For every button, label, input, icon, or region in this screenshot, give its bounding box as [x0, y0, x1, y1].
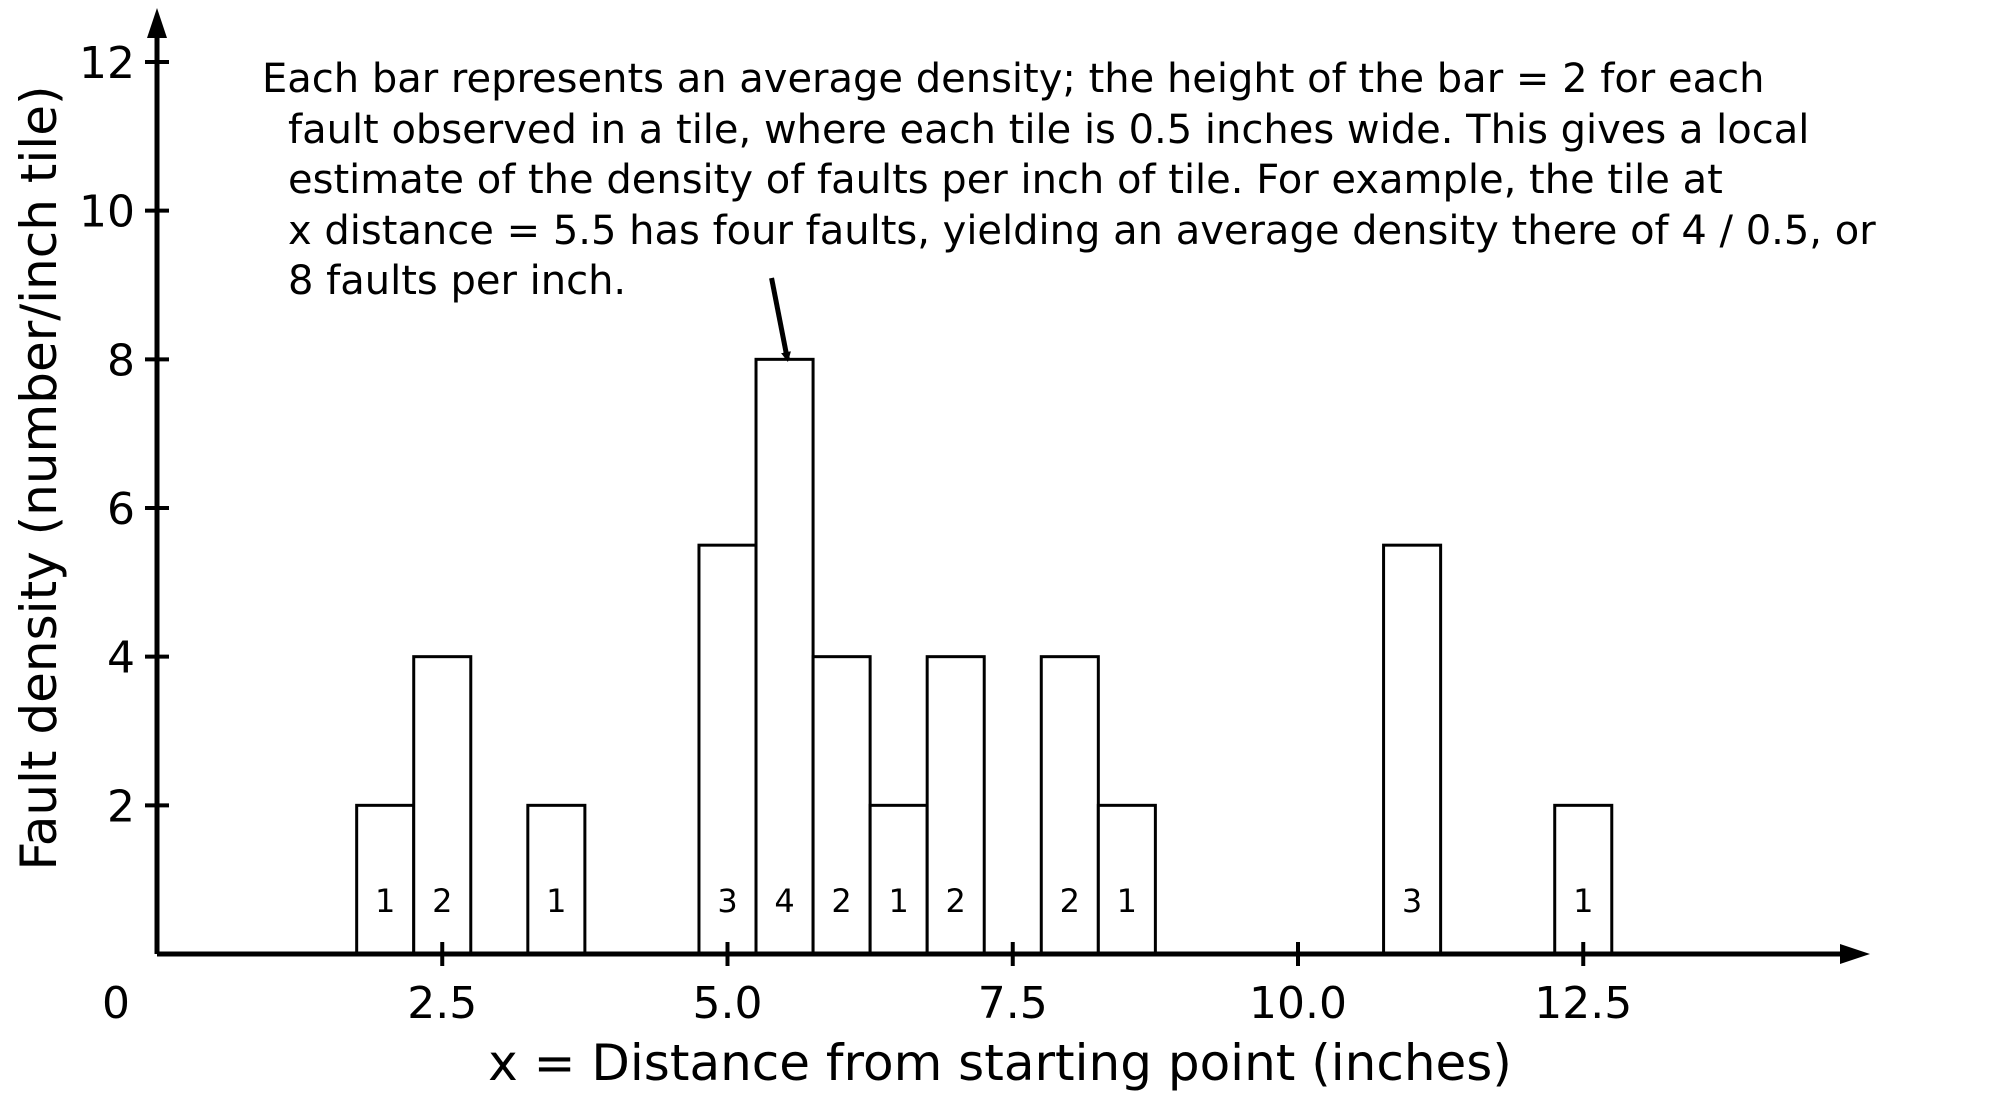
- bar: [1553, 803, 1614, 956]
- annotation-arrow: [769, 277, 791, 362]
- x-tick-label: 10.0: [1249, 978, 1347, 1029]
- x-axis-arrowhead: [1840, 944, 1870, 964]
- y-tick-label: 4: [107, 633, 135, 684]
- annotation-line: 8 faults per inch.: [288, 258, 626, 304]
- bar: [697, 543, 758, 956]
- bar-count-label: 3: [717, 882, 737, 920]
- bar-count-label: 2: [432, 882, 452, 920]
- bar: [868, 803, 929, 956]
- y-tick-label: 6: [107, 484, 135, 535]
- bar: [925, 655, 986, 956]
- bar: [1382, 543, 1443, 956]
- bar-count-label: 2: [946, 882, 966, 920]
- x-axis-title: x = Distance from starting point (inches…: [488, 1034, 1512, 1092]
- bar-count-label: 1: [1573, 882, 1593, 920]
- y-axis-title: Fault density (number/inch tile): [10, 86, 68, 871]
- bar-count-label: 1: [375, 882, 395, 920]
- x-tick-label: 12.5: [1534, 978, 1632, 1029]
- y-ticks: 2 4 6 8 10 12: [79, 38, 169, 832]
- bar: [754, 357, 815, 956]
- y-tick-label: 12: [79, 38, 135, 89]
- annotation-line: x distance = 5.5 has four faults, yieldi…: [288, 208, 1876, 254]
- annotation-line: fault observed in a tile, where each til…: [288, 107, 1809, 153]
- x-tick-label: 5.0: [693, 978, 763, 1029]
- bar-count-label: 3: [1402, 882, 1422, 920]
- y-tick-label: 8: [107, 335, 135, 386]
- bar-count-label: 1: [1117, 882, 1137, 920]
- origin-label: 0: [102, 978, 130, 1029]
- y-axis-arrowhead: [147, 8, 167, 38]
- bar-count-label: 1: [888, 882, 908, 920]
- annotation-line: estimate of the density of faults per in…: [288, 157, 1723, 203]
- bar-count-label: 2: [1060, 882, 1080, 920]
- x-ticks: 2.5 5.0 7.5 10.0 12.5: [407, 942, 1632, 1029]
- bar: [412, 655, 473, 956]
- bar-count-label: 2: [831, 882, 851, 920]
- annotation-line: Each bar represents an average density; …: [262, 56, 1764, 102]
- annotation: Each bar represents an average density; …: [262, 56, 1876, 362]
- bar: [355, 803, 416, 956]
- y-tick-label: 10: [79, 187, 135, 238]
- x-tick-label: 2.5: [407, 978, 477, 1029]
- bar: [1096, 803, 1157, 956]
- bar-count-label: 1: [546, 882, 566, 920]
- bar: [526, 803, 587, 956]
- y-tick-label: 2: [107, 781, 135, 832]
- bar-count-label: 4: [774, 882, 794, 920]
- x-tick-label: 7.5: [978, 978, 1048, 1029]
